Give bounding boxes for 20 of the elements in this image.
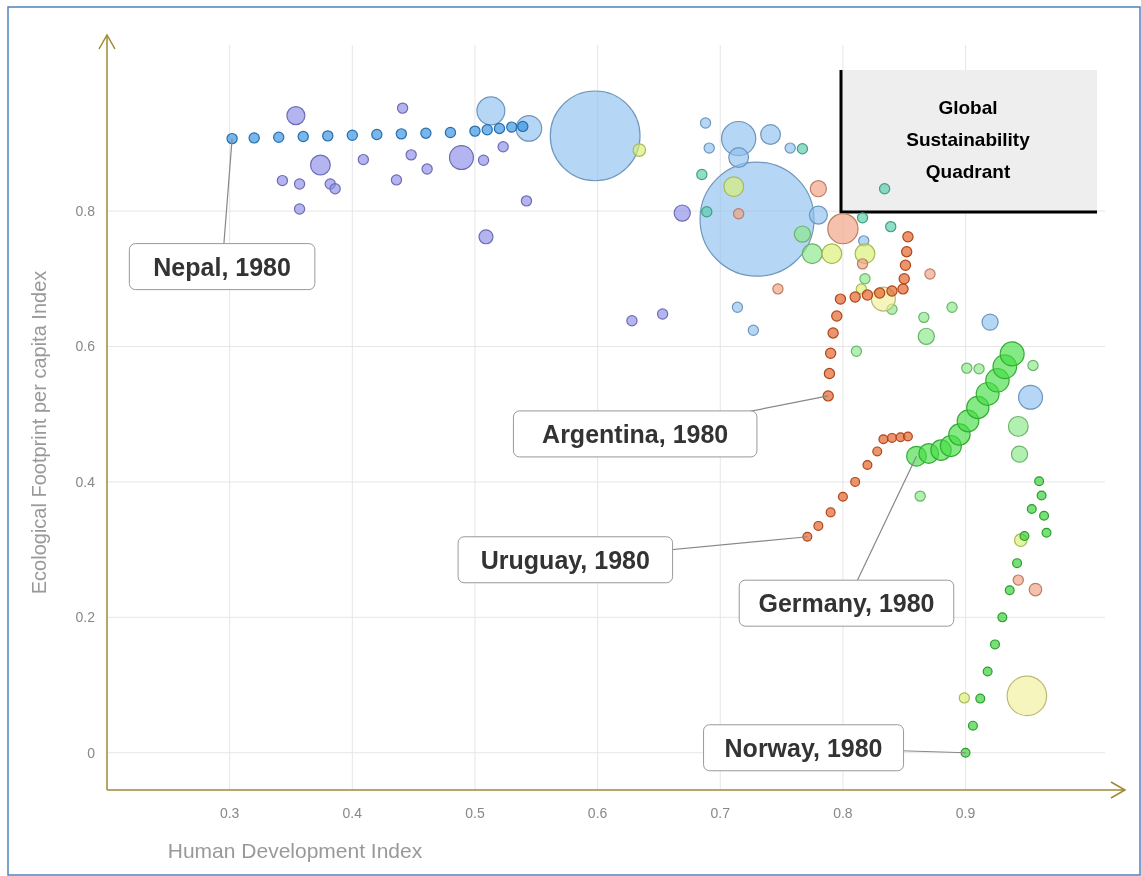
annotation: Norway, 1980 (724, 733, 883, 762)
annotation: Argentina, 1980 (542, 419, 729, 448)
x-tick-label: 0.8 (833, 805, 853, 821)
x-tick-label: 0.4 (342, 805, 363, 821)
y-tick-label: 0.2 (75, 609, 96, 626)
y-tick-label: 0.8 (75, 203, 96, 220)
x-tick-label: 0.3 (219, 805, 240, 821)
x-axis-title: Human Development Index (167, 839, 423, 862)
annotation: Uruguay, 1980 (480, 545, 650, 574)
y-tick-label: 0.4 (75, 473, 96, 490)
annotation: Nepal, 1980 (153, 252, 291, 281)
x-tick-label: 0.5 (465, 805, 485, 821)
x-tick-label: 0.9 (955, 805, 976, 821)
x-tick-label: 0.7 (710, 805, 731, 821)
x-tick-label: 0.6 (587, 805, 608, 821)
y-tick-label: 0.6 (75, 338, 96, 355)
y-tick-label: 0 (87, 744, 96, 761)
annotation: Global Sustainability Quadrant (906, 97, 1031, 182)
y-axis-title: Ecological Footprint per capita Index (28, 270, 50, 595)
annotation: Germany, 1980 (758, 589, 935, 618)
